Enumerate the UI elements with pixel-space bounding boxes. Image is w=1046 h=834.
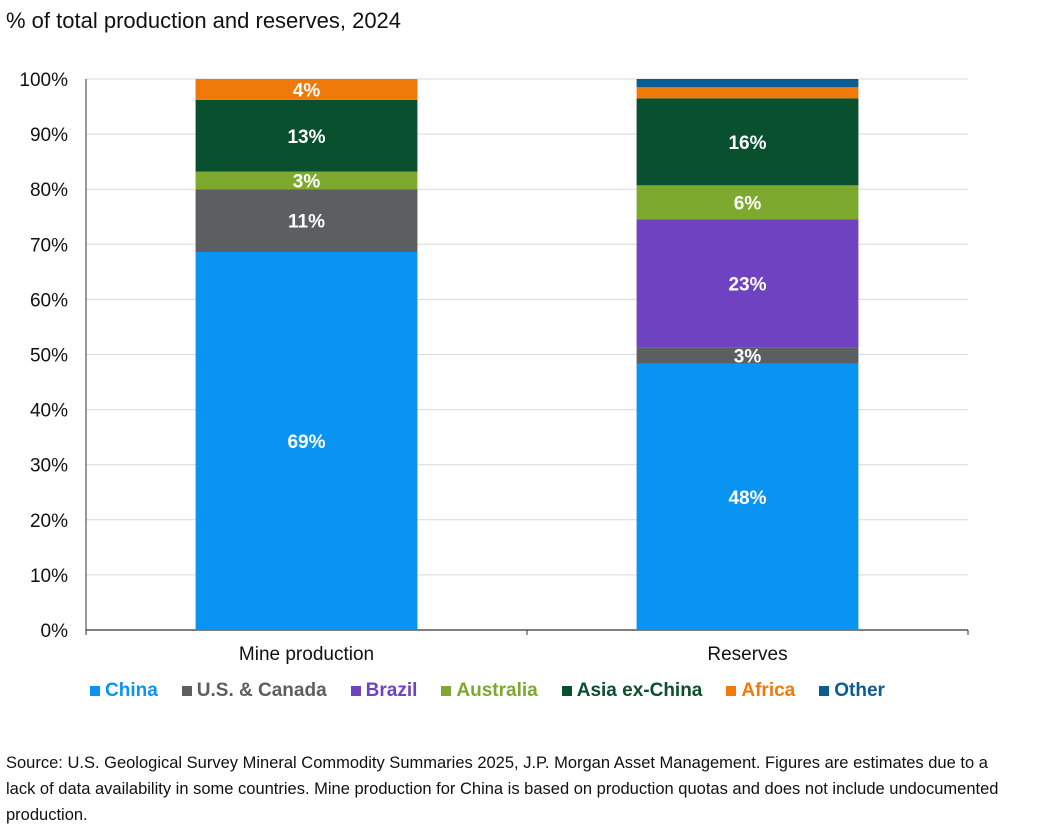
y-tick-label: 20% — [30, 511, 68, 532]
legend-label: Asia ex-China — [576, 680, 703, 701]
data-label: 3% — [293, 171, 321, 192]
chart-title: % of total production and reserves, 2024 — [6, 8, 402, 33]
data-label: 23% — [728, 274, 766, 295]
data-label: 11% — [288, 212, 325, 233]
y-tick-label: 90% — [30, 125, 68, 146]
legend-item-asia-ex-china: Asia ex-China — [561, 680, 703, 702]
legend-label: China — [105, 680, 158, 701]
bar-segment-china — [195, 252, 418, 630]
y-tick-label: 70% — [30, 235, 68, 256]
legend-swatch — [90, 686, 100, 696]
legend-item-u-s-canada: U.S. & Canada — [181, 680, 327, 702]
legend-label: Australia — [456, 680, 538, 701]
legend-label: Other — [834, 680, 885, 701]
x-category-label: Reserves — [707, 644, 787, 665]
legend-swatch — [441, 686, 452, 696]
legend-swatch — [726, 686, 737, 696]
legend-label: U.S. & Canada — [196, 680, 327, 701]
data-label: 13% — [287, 127, 325, 148]
y-tick-label: 100% — [19, 70, 68, 91]
legend-item-brazil: Brazil — [350, 680, 418, 702]
bar-segment-china — [636, 363, 859, 630]
legend-item-australia: Australia — [441, 680, 538, 702]
legend-item-other: Other — [819, 680, 885, 702]
legend-label: Brazil — [365, 680, 418, 701]
data-label: 4% — [293, 80, 321, 101]
bar-segment-other — [636, 79, 859, 88]
y-tick-label: 10% — [30, 566, 68, 587]
legend-swatch — [350, 686, 361, 696]
bar-segment-australia — [195, 171, 418, 190]
bar-segment-u-s-canada — [636, 347, 859, 364]
data-label: 16% — [728, 133, 766, 154]
legend-swatch — [561, 686, 572, 696]
data-label: 6% — [734, 193, 762, 214]
bar-segment-africa — [195, 79, 418, 100]
y-tick-label: 80% — [30, 180, 68, 201]
data-label: 69% — [287, 432, 325, 453]
x-category-label: Mine production — [239, 644, 374, 665]
bar-segment-asia-ex-china — [636, 98, 859, 186]
legend-item-africa: Africa — [726, 680, 795, 702]
y-tick-label: 50% — [30, 346, 68, 367]
y-tick-label: 40% — [30, 401, 68, 422]
data-label: 48% — [728, 488, 766, 509]
legend-swatch — [819, 686, 830, 696]
y-tick-label: 0% — [41, 621, 69, 642]
y-tick-label: 30% — [30, 456, 68, 477]
bar-segment-asia-ex-china — [195, 99, 418, 172]
legend-item-china: China — [90, 680, 158, 702]
bar-segment-u-s-canada — [195, 189, 418, 253]
legend-label: Africa — [741, 680, 796, 701]
bar-segment-africa — [636, 87, 859, 99]
data-label: 3% — [734, 347, 762, 368]
bar-segment-brazil — [636, 219, 859, 348]
source-note: Source: U.S. Geological Survey Mineral C… — [6, 754, 999, 824]
bar-segment-australia — [636, 185, 859, 220]
legend-swatch — [181, 686, 192, 696]
y-tick-label: 60% — [30, 290, 68, 311]
stacked-bar-chart: 0% 10% 20% 30% 40% 50% 60% 70% 80% 90% 100% 69% 11% 3… — [19, 70, 969, 665]
chart-legend: China U.S. & Canada Brazil Australia Asia ex… — [90, 680, 970, 702]
